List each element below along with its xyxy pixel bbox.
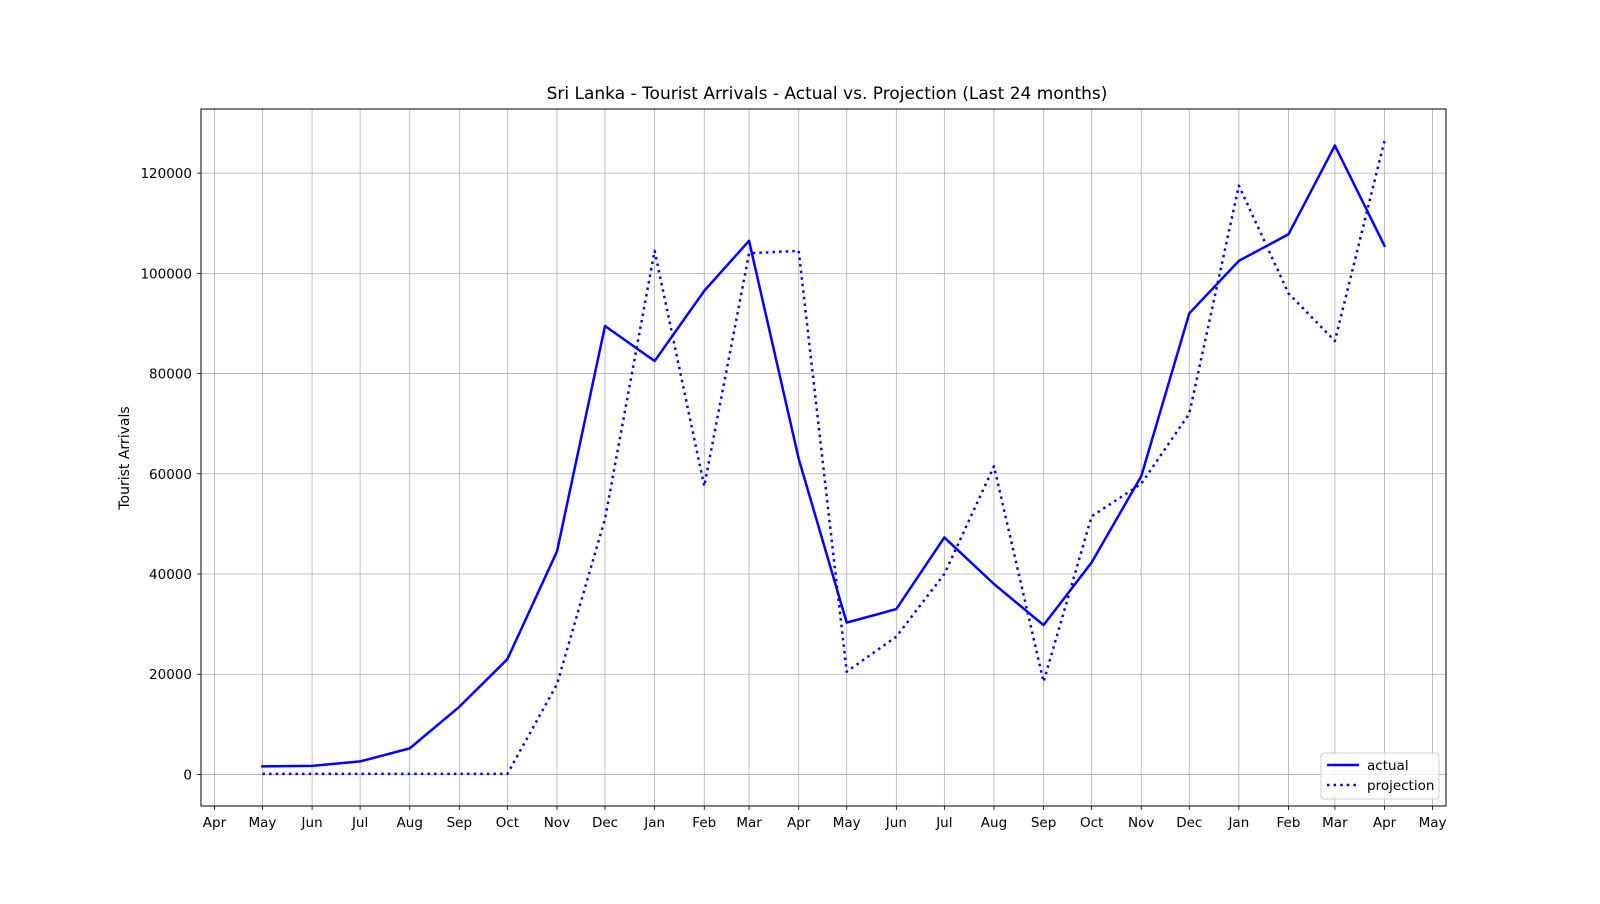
x-tick-label: Mar [736,815,762,831]
data-point-projection [895,635,897,637]
series-lines [261,139,1387,776]
data-point-projection [1238,184,1240,186]
y-tick-label: 20000 [149,667,192,683]
x-tick-label: Nov [544,815,570,831]
data-point-actual [1090,561,1092,563]
data-point-actual [604,325,606,327]
x-axis: Apr May Jun Jul Aug Sep Oct Nov Dec Jan Feb Mar Apr M… [203,806,1447,831]
data-point-projection [943,573,945,575]
data-point-actual [846,621,848,623]
data-point-projection [1287,292,1289,294]
data-point-actual [1238,260,1240,262]
legend-label-actual: actual [1367,758,1409,774]
y-axis: 0 20000 40000 60000 80000 100000 120000 [140,166,201,783]
data-point-projection [653,250,655,252]
data-point-projection [703,485,705,487]
data-point-projection [1334,340,1336,342]
x-tick-label: Apr [203,815,227,831]
x-tick-label: Nov [1128,815,1154,831]
data-point-actual [1188,312,1190,314]
x-tick-label: May [833,815,861,831]
data-point-projection [261,773,263,775]
data-point-projection [1140,483,1142,485]
data-point-projection [1383,139,1385,141]
data-point-actual [409,747,411,749]
data-point-actual [653,360,655,362]
y-tick-label: 60000 [149,467,192,483]
y-tick-label: 0 [183,767,192,783]
y-axis-label: Tourist Arrivals [117,406,133,510]
x-tick-label: May [249,815,277,831]
plot-frame [200,108,1447,807]
x-tick-label: Feb [1277,815,1301,831]
data-point-projection [1188,412,1190,414]
chart-title: Sri Lanka - Tourist Arrivals - Actual vs… [547,84,1108,104]
x-tick-label: Oct [1080,815,1103,831]
x-tick-label: Feb [692,815,716,831]
x-tick-label: Aug [397,815,423,831]
y-tick-label: 120000 [140,166,192,182]
data-point-actual [1042,624,1044,626]
x-tick-label: Dec [1176,815,1202,831]
data-point-actual [1140,475,1142,477]
x-tick-label: Aug [981,815,1007,831]
data-point-actual [1383,245,1385,247]
series-line-actual [261,144,1387,768]
data-point-actual [1287,233,1289,235]
x-tick-label: Apr [1373,815,1397,831]
data-point-projection [993,465,995,467]
data-point-projection [556,683,558,685]
y-tick-label: 40000 [149,567,192,583]
x-tick-label: Oct [496,815,519,831]
data-point-projection [1090,515,1092,517]
y-tick-label: 80000 [149,367,192,383]
data-point-projection [359,773,361,775]
data-point-actual [359,760,361,762]
data-point-actual [943,536,945,538]
x-tick-label: May [1419,815,1447,831]
grid-lines [201,109,1446,806]
data-point-projection [409,773,411,775]
y-tick-label: 100000 [140,266,192,282]
data-point-actual [1334,144,1336,146]
data-point-projection [458,773,460,775]
x-tick-label: Sep [1031,815,1056,831]
data-point-actual [993,583,995,585]
legend: actual projection [1320,752,1440,800]
x-tick-label: Jun [301,815,323,831]
data-point-actual [797,458,799,460]
x-tick-label: Jan [1227,815,1249,831]
data-point-actual [703,290,705,292]
series-line-projection [262,140,1386,776]
x-tick-label: Apr [787,815,811,831]
data-point-actual [556,550,558,552]
data-point-actual [506,658,508,660]
data-point-actual [458,706,460,708]
data-point-projection [748,252,750,254]
x-tick-label: Sep [447,815,472,831]
data-point-projection [846,671,848,673]
data-point-projection [1042,681,1044,683]
data-point-actual [261,765,263,767]
data-point-projection [604,518,606,520]
data-point-actual [311,765,313,767]
data-point-projection [506,773,508,775]
x-tick-label: Dec [592,815,618,831]
x-tick-label: Jul [351,815,368,831]
data-point-actual [748,240,750,242]
x-tick-label: Mar [1322,815,1348,831]
data-point-actual [895,608,897,610]
data-point-projection [311,773,313,775]
x-tick-label: Jul [935,815,952,831]
data-point-projection [797,250,799,252]
x-tick-label: Jun [885,815,907,831]
x-tick-label: Jan [643,815,665,831]
legend-label-projection: projection [1367,778,1434,794]
